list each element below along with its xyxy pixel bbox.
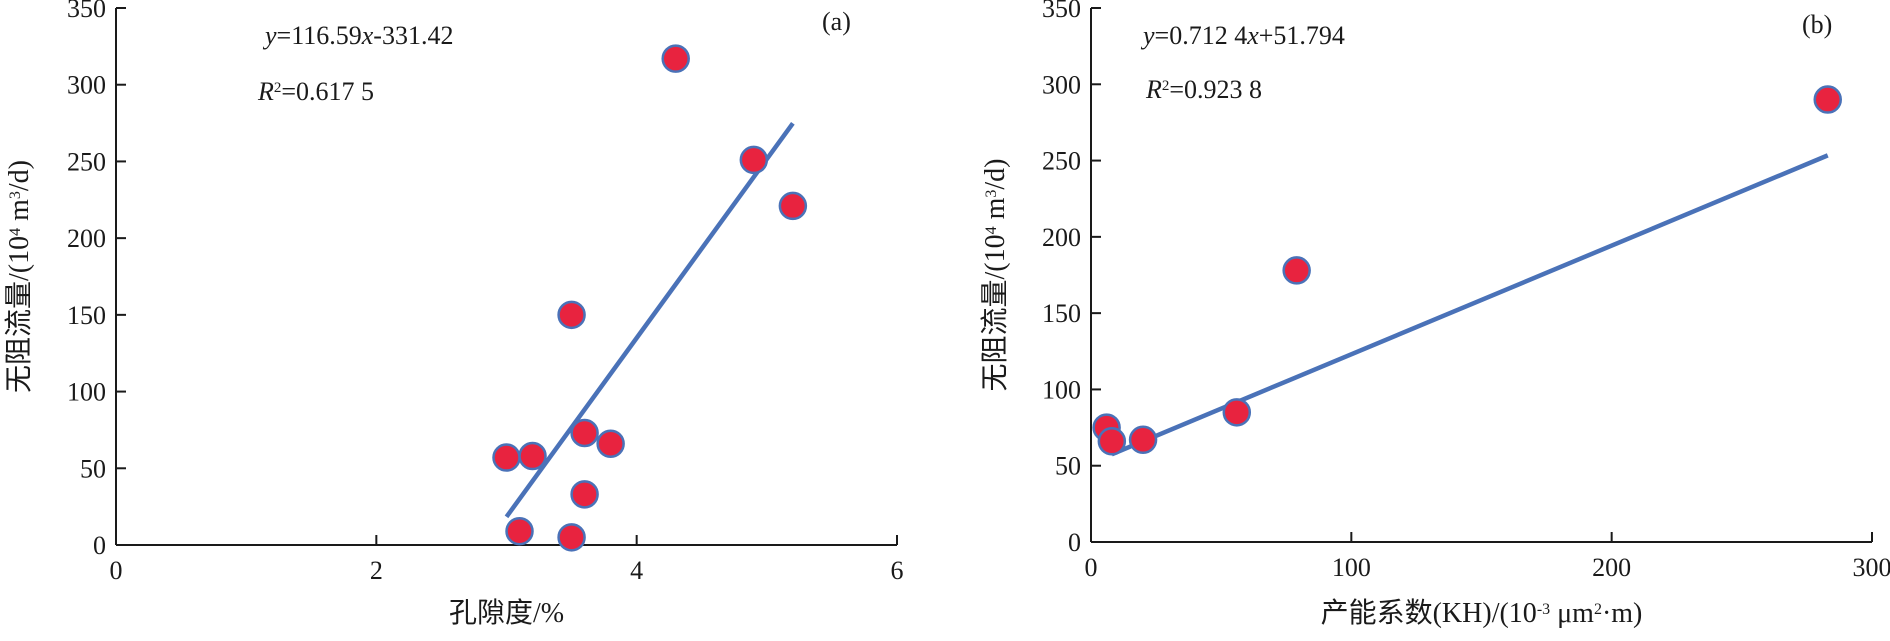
y-tick-label: 300 (1042, 70, 1081, 99)
data-point (663, 46, 689, 72)
x-tick-label: 200 (1592, 553, 1631, 582)
y-tick-label: 350 (1042, 0, 1081, 23)
chart-panel-a: 0 50 100 150 200 250 300 350 0 2 4 6 y=116.59x-331.4… (3, 0, 904, 629)
y-tick-label: 50 (80, 454, 106, 483)
y-tick-label: 250 (67, 147, 106, 176)
x-tick-label: 100 (1332, 553, 1371, 582)
data-point (572, 420, 598, 446)
y-tick-label: 300 (67, 71, 106, 100)
chart-panel-b: 0 50 100 150 200 250 300 350 0 100 200 300 y=0.712 4… (979, 0, 1890, 629)
data-point (559, 524, 585, 550)
x-axis-title: 产能系数(KH)/(10-3 μm2·m) (1321, 597, 1643, 629)
data-point (572, 481, 598, 507)
data-point (598, 431, 624, 457)
y-tick-label: 0 (1068, 528, 1081, 557)
trendline (1112, 155, 1828, 454)
r-squared-label: R2=0.617 5 (257, 77, 374, 106)
data-point (1815, 87, 1841, 113)
y-tick-label: 100 (1042, 375, 1081, 404)
y-tick-label: 150 (67, 301, 106, 330)
panel-label: (a) (822, 7, 851, 36)
x-axis-title: 孔隙度/% (449, 597, 564, 629)
regression-equation: y=0.712 4x+51.794 (1140, 21, 1345, 50)
x-tick-label: 300 (1853, 553, 1890, 582)
data-point (1130, 427, 1156, 453)
y-axis-title: 无阻流量/(104 m3/d) (979, 159, 1011, 392)
y-tick-label: 100 (67, 378, 106, 407)
y-axis-title: 无阻流量/(104 m3/d) (3, 160, 35, 393)
data-point (559, 302, 585, 328)
trendline (507, 123, 793, 517)
x-tick-label: 0 (1085, 553, 1098, 582)
y-tick-label: 200 (67, 224, 106, 253)
data-point (520, 443, 546, 469)
y-tick-label: 200 (1042, 223, 1081, 252)
data-point (741, 147, 767, 173)
y-tick-label: 50 (1055, 452, 1081, 481)
regression-equation: y=116.59x-331.42 (262, 21, 453, 50)
x-tick-label: 2 (370, 556, 383, 585)
y-tick-label: 350 (67, 0, 106, 23)
x-tick-label: 6 (891, 556, 904, 585)
data-point (780, 193, 806, 219)
y-tick-label: 250 (1042, 147, 1081, 176)
panel-label: (b) (1802, 10, 1832, 39)
y-tick-label: 0 (93, 531, 106, 560)
data-point (507, 518, 533, 544)
r-squared-label: R2=0.923 8 (1145, 75, 1262, 104)
data-point (1099, 428, 1125, 454)
data-point (494, 445, 520, 471)
x-tick-label: 0 (110, 556, 123, 585)
data-point (1224, 399, 1250, 425)
data-point (1284, 257, 1310, 283)
x-tick-label: 4 (630, 556, 643, 585)
y-tick-label: 150 (1042, 299, 1081, 328)
